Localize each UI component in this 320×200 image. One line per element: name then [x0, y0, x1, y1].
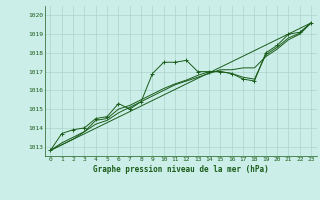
X-axis label: Graphe pression niveau de la mer (hPa): Graphe pression niveau de la mer (hPa) — [93, 165, 269, 174]
